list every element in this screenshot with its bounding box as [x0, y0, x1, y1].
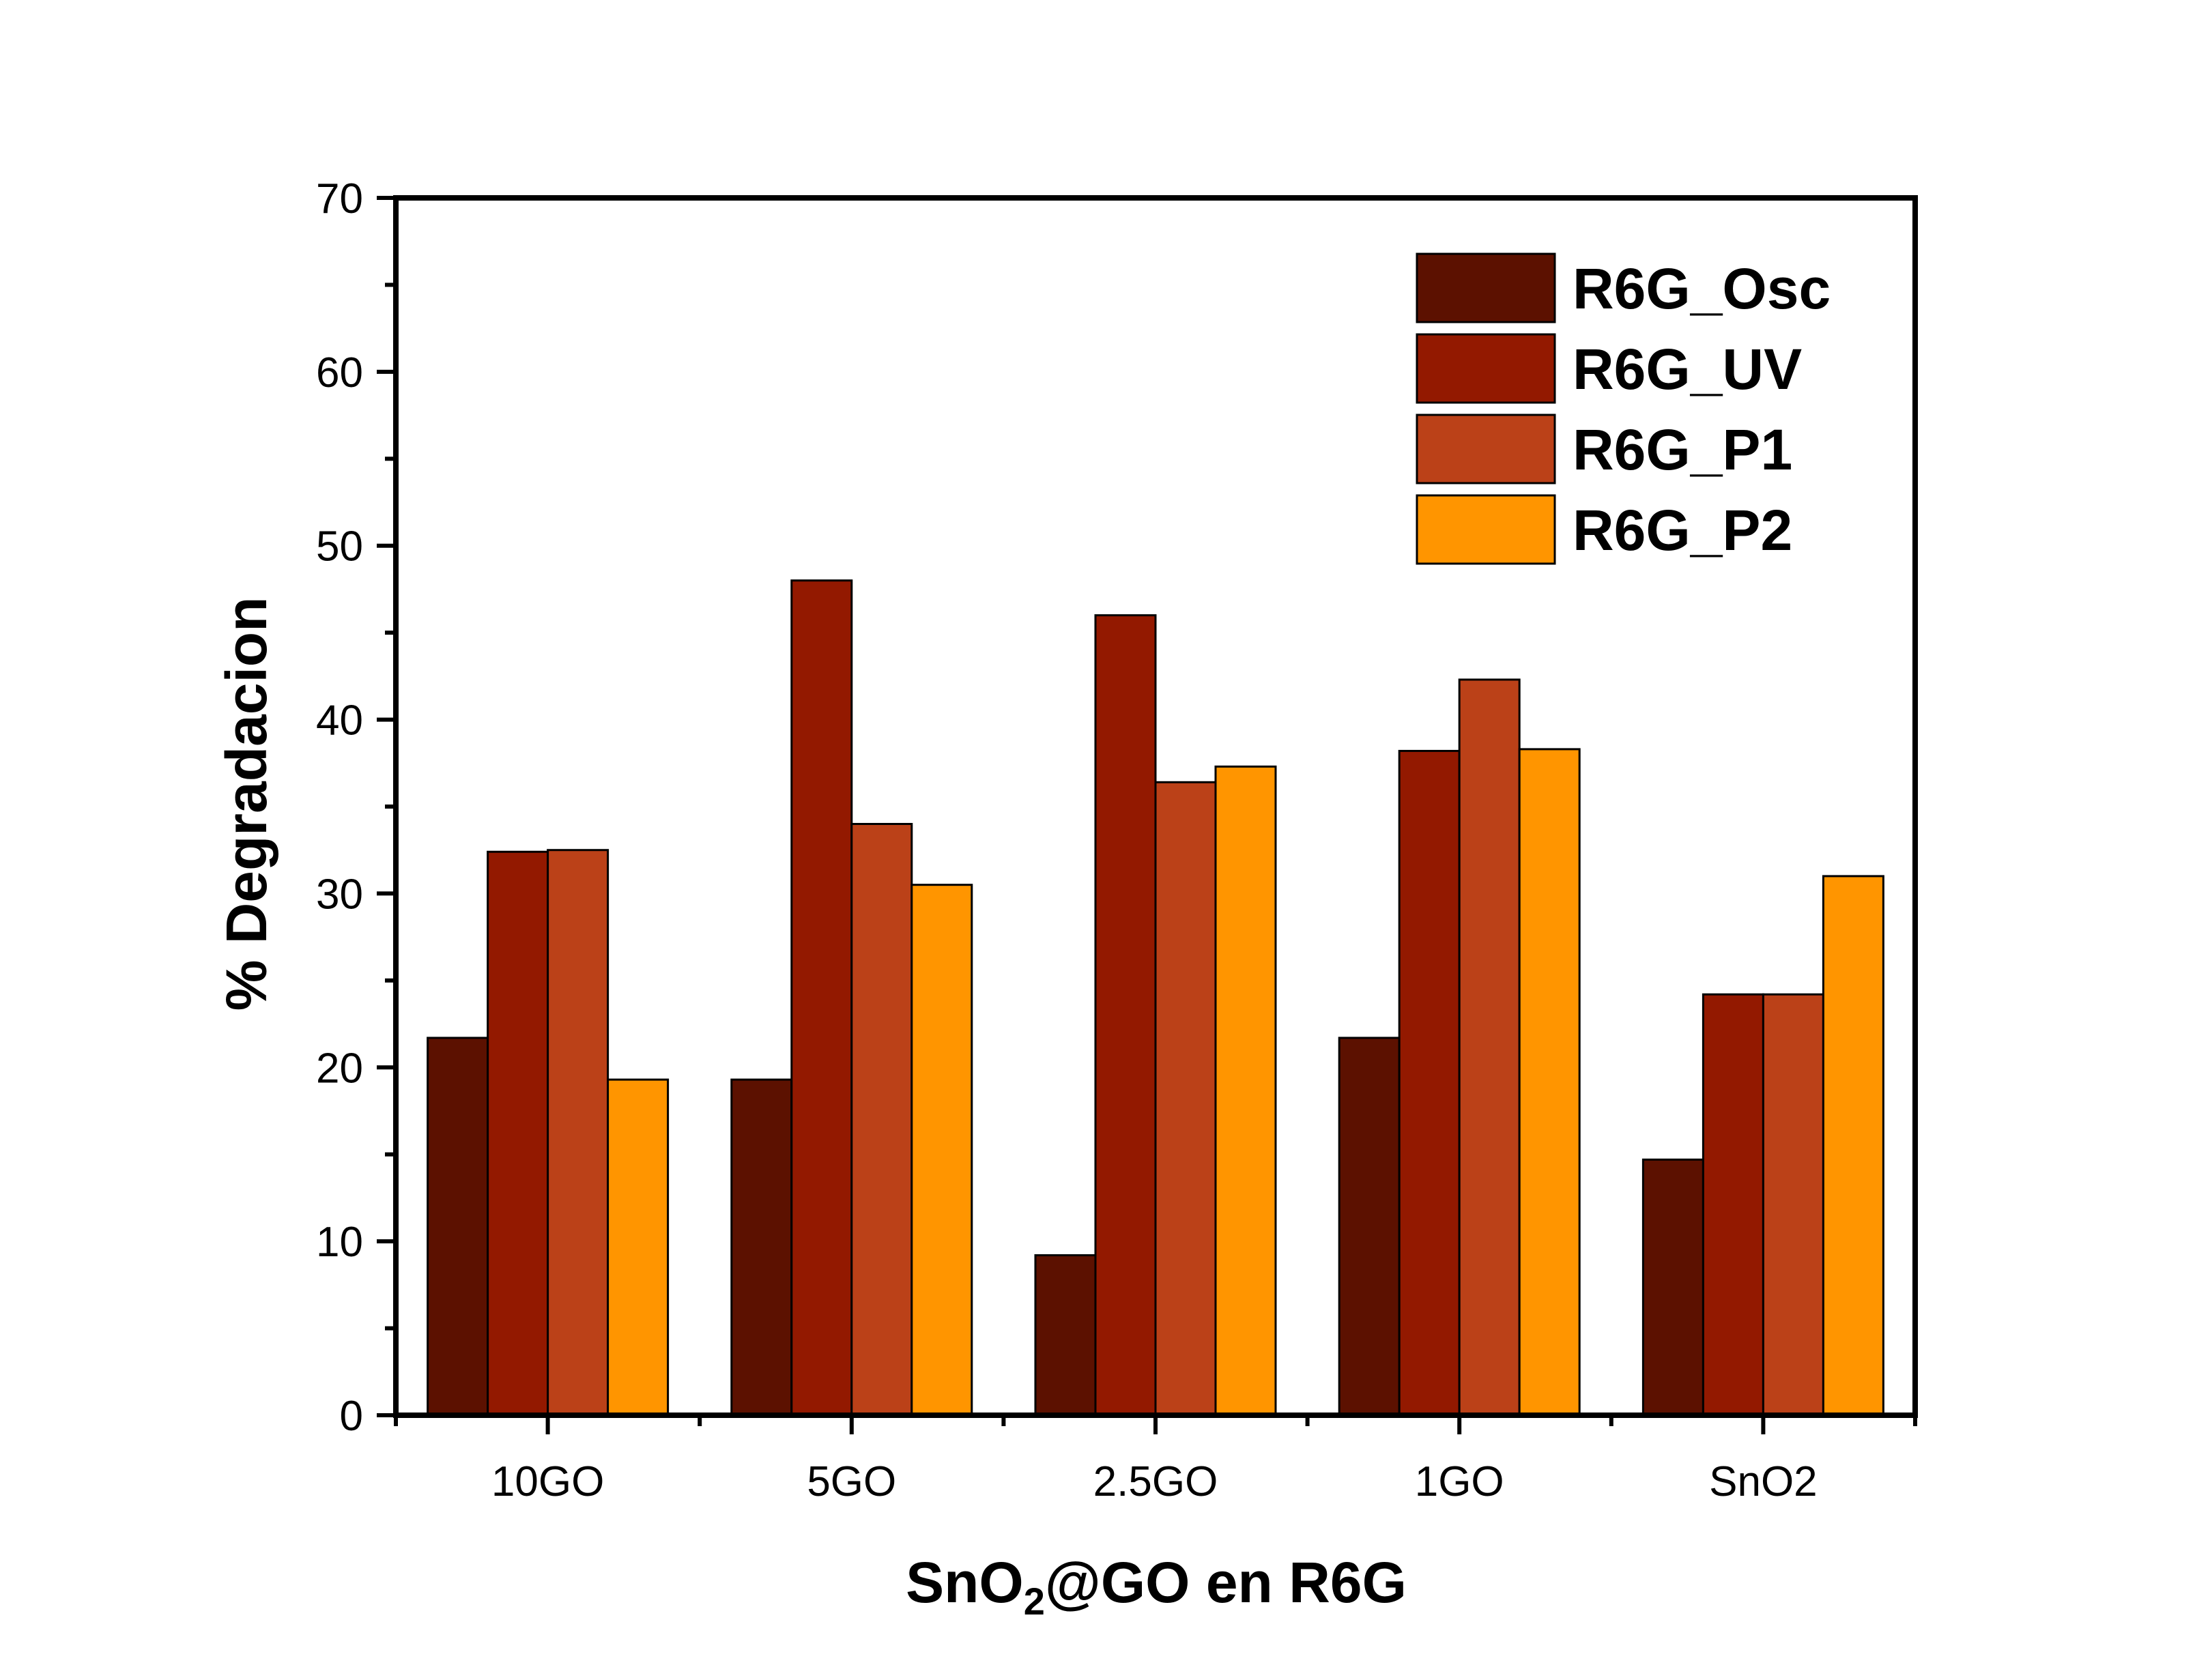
bar-R6G_P2-SnO2: [1822, 875, 1884, 1417]
bar-R6G_P1-SnO2: [1762, 993, 1824, 1417]
bar-R6G_UV-1GO: [1398, 749, 1461, 1417]
x-tick-label: 2.5GO: [1093, 1458, 1218, 1505]
y-tick-label: 40: [316, 697, 363, 744]
legend-swatch-R6G_UV: [1416, 333, 1556, 404]
bar-R6G_P1-2.5GO: [1154, 781, 1217, 1417]
legend-swatch-R6G_Osc: [1416, 252, 1556, 323]
y-tick-label: 30: [316, 871, 363, 918]
x-tick-label: 1GO: [1415, 1458, 1504, 1505]
bar-R6G_P1-5GO: [850, 822, 913, 1417]
bar-R6G_P1-1GO: [1458, 678, 1521, 1417]
x-axis-title-subscript: 2: [1024, 1580, 1045, 1623]
legend-swatch-R6G_P1: [1416, 414, 1556, 484]
legend-label-R6G_P1: R6G_P1: [1573, 418, 1792, 482]
bar-R6G_UV-10GO: [487, 850, 549, 1417]
bar-R6G_Osc-1GO: [1338, 1037, 1401, 1417]
bar-R6G_UV-2.5GO: [1094, 614, 1157, 1417]
bar-R6G_P2-10GO: [607, 1078, 670, 1417]
y-tick-label: 50: [316, 523, 363, 570]
bar-R6G_Osc-SnO2: [1641, 1158, 1704, 1417]
x-tick-label: 10GO: [491, 1458, 604, 1505]
x-axis-title-part1: SnO: [906, 1550, 1024, 1614]
bar-R6G_P1-10GO: [547, 849, 609, 1417]
bar-R6G_Osc-5GO: [730, 1078, 793, 1417]
legend-label-R6G_Osc: R6G_Osc: [1573, 257, 1831, 321]
y-tick-label: 20: [316, 1045, 363, 1092]
y-axis-title: % Degradacion: [214, 597, 278, 1011]
legend-label-R6G_UV: R6G_UV: [1573, 337, 1802, 401]
legend-swatch-R6G_P2: [1416, 494, 1556, 565]
x-axis-title-part2: @GO en R6G: [1045, 1550, 1407, 1614]
legend: R6G_Osc R6G_UV R6G_P1 R6G_P2: [1416, 252, 1831, 565]
y-tick-label: 70: [316, 175, 363, 222]
x-tick-label: 5GO: [807, 1458, 896, 1505]
axes-group: 0 10 20 30 40 50 60 70 10GO 5GO 2.5GO 1GO SnO2: [316, 175, 1918, 1505]
bar-R6G_UV-SnO2: [1702, 993, 1764, 1417]
bar-R6G_P2-1GO: [1518, 748, 1581, 1417]
y-tick-label: 60: [316, 349, 363, 396]
bar-R6G_P2-2.5GO: [1214, 765, 1277, 1417]
y-tick-label: 10: [316, 1219, 363, 1266]
legend-label-R6G_P2: R6G_P2: [1573, 498, 1792, 562]
bar-R6G_Osc-10GO: [427, 1037, 489, 1417]
x-axis-title: SnO2@GO en R6G: [906, 1550, 1407, 1623]
bar-R6G_UV-5GO: [790, 579, 853, 1417]
bar-R6G_Osc-2.5GO: [1034, 1254, 1097, 1417]
bars-group: [427, 579, 1884, 1417]
x-tick-label: SnO2: [1709, 1458, 1818, 1505]
bar-R6G_P2-5GO: [910, 884, 973, 1417]
y-tick-label: 0: [340, 1393, 363, 1440]
